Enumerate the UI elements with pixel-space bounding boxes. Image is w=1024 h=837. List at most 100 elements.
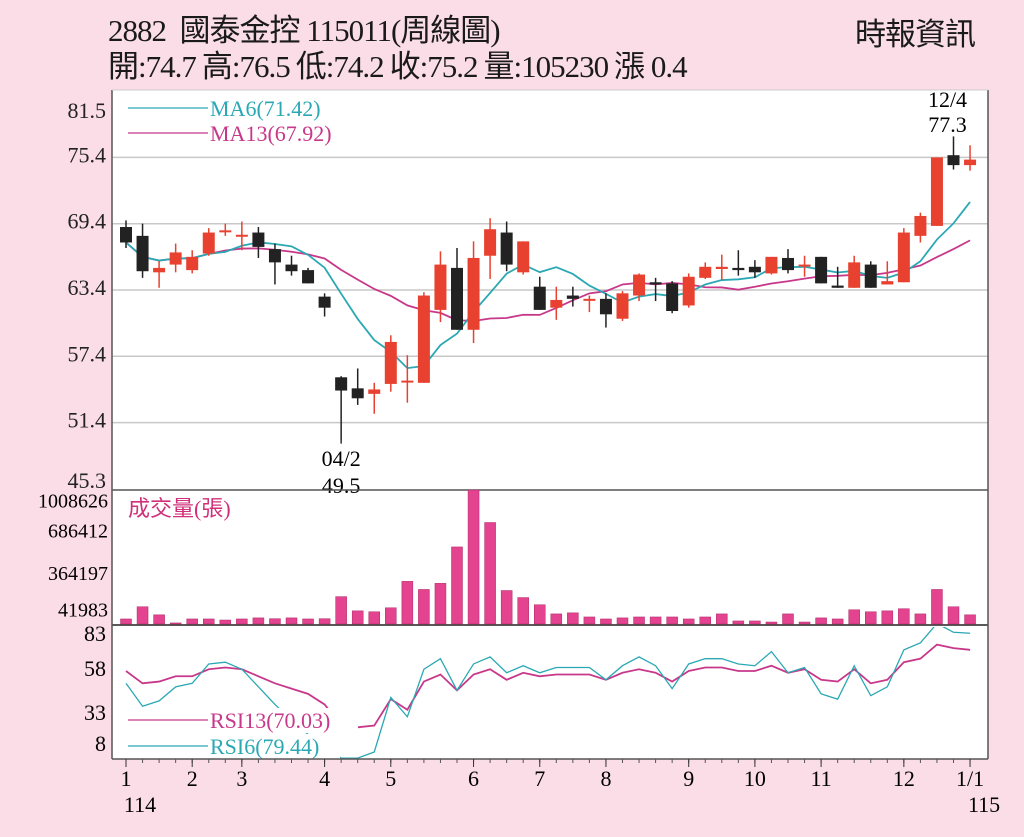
x-tick-label: 9 bbox=[683, 766, 694, 791]
candle-body bbox=[798, 264, 811, 267]
quote-label: 量: bbox=[483, 49, 523, 84]
volume-bar bbox=[583, 616, 596, 625]
price-tick-label: 81.5 bbox=[68, 98, 107, 123]
rsi6-line bbox=[125, 627, 971, 759]
quote-value: 74.2 bbox=[333, 49, 384, 84]
candle bbox=[765, 256, 778, 275]
volume-bar bbox=[649, 616, 662, 625]
volume-bar bbox=[318, 618, 331, 625]
x-tick-label: 2 bbox=[187, 766, 198, 791]
candle bbox=[484, 218, 497, 279]
quote-item: 高:76.5 bbox=[201, 49, 291, 84]
volume-bar bbox=[749, 620, 761, 625]
volume-bar bbox=[534, 604, 546, 625]
rsi13-line bbox=[125, 643, 971, 729]
quote-label: 低: bbox=[295, 49, 335, 84]
volume-bar bbox=[252, 617, 265, 625]
price-tick-label: 57.4 bbox=[68, 341, 107, 366]
volume-bar bbox=[136, 606, 149, 625]
candle bbox=[550, 286, 563, 320]
volume-bar bbox=[302, 618, 314, 625]
volume-bar bbox=[914, 613, 927, 625]
candle bbox=[864, 261, 877, 288]
volume-bar bbox=[600, 618, 612, 625]
quote-value: 74.7 bbox=[145, 49, 197, 84]
candle bbox=[715, 254, 728, 281]
quote-item: 開:74.7 bbox=[108, 49, 197, 84]
candle-body bbox=[964, 159, 977, 166]
candle bbox=[848, 255, 861, 288]
volume-bar bbox=[500, 590, 513, 625]
volume-bar bbox=[484, 522, 496, 625]
volume-bar bbox=[434, 583, 447, 625]
candle-body bbox=[434, 264, 447, 310]
candle-body bbox=[202, 232, 215, 254]
volume-bar bbox=[699, 616, 711, 625]
candle bbox=[169, 243, 182, 273]
volume-bar bbox=[782, 613, 794, 625]
ma13-line bbox=[125, 239, 971, 322]
candle bbox=[219, 223, 232, 236]
candle bbox=[384, 335, 397, 392]
rsi-tick-label: 33 bbox=[84, 700, 106, 725]
quote-label: 收: bbox=[389, 49, 429, 84]
candle-body bbox=[268, 249, 281, 263]
volume-bar bbox=[385, 607, 397, 625]
candle bbox=[368, 382, 381, 414]
candle bbox=[153, 261, 166, 288]
volume-bar bbox=[517, 597, 529, 625]
candle bbox=[566, 286, 579, 307]
x-tick-label: 5 bbox=[385, 766, 396, 791]
volume-bar bbox=[682, 618, 695, 625]
candle-body bbox=[914, 215, 927, 236]
candle bbox=[186, 250, 199, 274]
volume-bar bbox=[567, 612, 579, 625]
candle-body bbox=[500, 232, 513, 265]
volume-bar bbox=[219, 619, 232, 625]
quote-item: 收:75.2 bbox=[389, 49, 479, 84]
candle-body bbox=[599, 298, 612, 315]
candle bbox=[782, 249, 794, 274]
volume-bar bbox=[716, 613, 728, 625]
candle bbox=[533, 276, 546, 310]
annotation-value: 49.5 bbox=[322, 473, 361, 498]
volume-tick-label: 364197 bbox=[48, 563, 108, 585]
candle bbox=[732, 250, 745, 276]
volume-bar bbox=[236, 618, 248, 625]
candle bbox=[120, 220, 132, 249]
price-tick-label: 51.4 bbox=[68, 408, 107, 433]
candle bbox=[302, 267, 315, 284]
candle-body bbox=[136, 235, 149, 272]
volume-bar bbox=[467, 489, 480, 625]
candle bbox=[136, 223, 149, 278]
x-tick-label: 4 bbox=[319, 766, 330, 791]
x-tick-year: 114 bbox=[124, 792, 156, 817]
candle bbox=[252, 227, 265, 258]
candle-body bbox=[881, 281, 894, 285]
chart-title: 2882 國泰金控 115011(周線圖) bbox=[108, 13, 501, 48]
volume-bar bbox=[418, 589, 430, 625]
quote-label: 高: bbox=[201, 49, 241, 84]
volume-bar bbox=[269, 618, 281, 625]
candle bbox=[318, 293, 331, 317]
candle-body bbox=[235, 234, 248, 237]
volume-bar bbox=[153, 614, 165, 625]
volume-bar bbox=[285, 617, 298, 625]
candle bbox=[467, 241, 480, 344]
candle bbox=[517, 241, 530, 275]
volume-bar bbox=[401, 581, 414, 625]
candle bbox=[202, 228, 215, 256]
volume-bar bbox=[898, 608, 910, 625]
legend-background bbox=[208, 734, 340, 759]
candle bbox=[914, 212, 927, 243]
volume-bar bbox=[169, 622, 182, 625]
candle bbox=[335, 376, 348, 444]
x-tick-label: 11 bbox=[811, 766, 832, 791]
plot-background bbox=[112, 90, 988, 759]
candle-body bbox=[732, 267, 745, 271]
quote-item: 漲 0.4 bbox=[614, 49, 687, 84]
x-tick-year: 115 bbox=[968, 792, 1000, 817]
volume-bar bbox=[815, 617, 827, 625]
candle-body bbox=[930, 157, 943, 226]
